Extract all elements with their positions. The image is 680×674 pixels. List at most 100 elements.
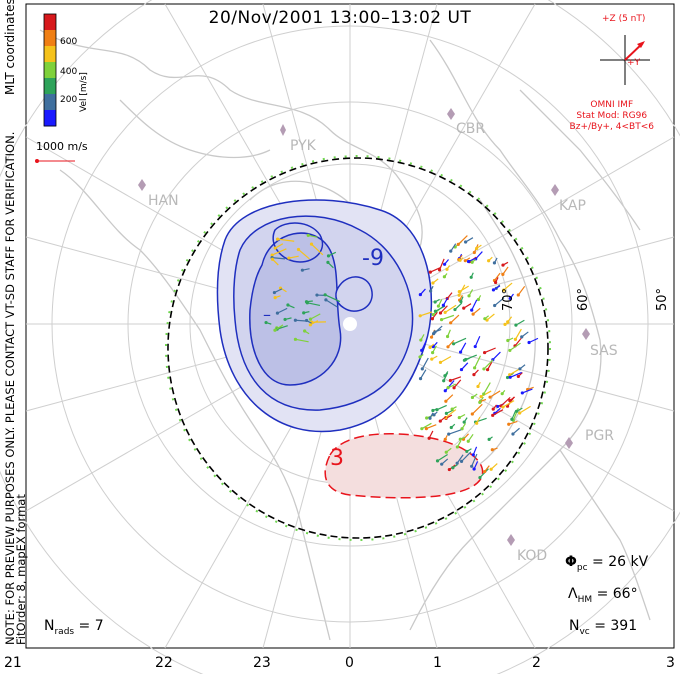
vector-origin: [503, 322, 507, 327]
velocity-vector: [460, 342, 467, 353]
vector-origin: [286, 303, 290, 307]
vector-origin: [419, 338, 423, 342]
velocity-vector: [484, 347, 496, 354]
velocity-vector: [483, 382, 491, 395]
velocity-vector: [474, 355, 482, 369]
velocity-vector: [517, 285, 526, 296]
neg-contour-5: [335, 276, 373, 312]
vector-origin: [487, 437, 491, 441]
velocity-vector: [444, 380, 455, 392]
vector-origin: [516, 293, 520, 297]
vector-origin: [445, 334, 450, 339]
vector-origin: [462, 420, 466, 424]
vector-origin: [449, 321, 453, 325]
vector-origin: [520, 391, 524, 395]
vector-origin: [483, 469, 487, 474]
vector-origin: [446, 345, 450, 349]
vector-origin: [470, 308, 474, 312]
velocity-vector: [274, 324, 284, 331]
velocity-vector: [440, 305, 448, 314]
mlt-tick-21: 21: [4, 655, 22, 671]
vector-origin: [433, 330, 437, 334]
velocity-vector: [509, 368, 521, 376]
vector-origin: [469, 275, 473, 279]
n-vc-stat: Nvc = 391: [569, 618, 637, 637]
neg-potential-label: -9: [362, 246, 384, 271]
vector-origin: [464, 240, 468, 244]
vector-origin: [459, 459, 464, 463]
vector-origin: [471, 453, 475, 457]
vector-origin: [491, 413, 495, 417]
station-markers: [138, 108, 590, 546]
vector-origin: [326, 260, 330, 264]
velocity-vector: [456, 454, 464, 464]
vector-origin: [450, 407, 454, 411]
velocity-vector: [310, 313, 321, 320]
neg-contour-3: [249, 232, 342, 386]
velocity-vector: [307, 302, 321, 306]
vector-origin: [470, 395, 475, 400]
vector-origin: [449, 249, 453, 253]
hm-boundary: [167, 157, 549, 539]
vector-origin: [447, 467, 451, 472]
velocity-vector: [492, 351, 501, 361]
vector-origin: [488, 395, 492, 399]
vector-origin: [433, 309, 438, 313]
vector-origin: [482, 367, 486, 371]
n-vc-symbol: N: [569, 618, 580, 634]
vector-origin: [275, 237, 280, 241]
vector-origin: [513, 337, 518, 342]
lambda-hm-value: = 66°: [592, 586, 638, 602]
colorbar-title: Vel [m/s]: [79, 72, 89, 112]
n-rads-stat: Nrads = 7: [44, 618, 104, 637]
vector-origin: [273, 328, 277, 332]
vector-origin: [431, 281, 435, 285]
vector-origin: [458, 437, 462, 441]
vector-origin: [462, 358, 467, 362]
vector-origin: [476, 297, 481, 302]
vector-origin: [427, 436, 431, 440]
vector-origin: [443, 310, 447, 314]
vector-origin: [302, 311, 306, 315]
vector-origin: [478, 475, 482, 480]
vector-origin: [455, 445, 460, 449]
vector-origin: [511, 432, 515, 436]
vector-origin: [475, 421, 479, 425]
vector-origin: [326, 254, 331, 258]
velocity-vector: [277, 307, 288, 314]
vector-origin: [472, 372, 476, 377]
station-kod: KOD: [517, 548, 548, 564]
vector-origin: [438, 360, 443, 364]
vector-origin: [309, 242, 314, 246]
velocity-vector: [519, 405, 531, 414]
vector-origin: [472, 250, 476, 255]
mlt-tick-0: 0: [345, 655, 354, 671]
vector-origin: [496, 404, 500, 409]
velocity-vector: [311, 243, 324, 256]
n-rads-value: = 7: [74, 618, 104, 634]
vector-origin: [273, 246, 277, 250]
lambda-hm-sub: HM: [577, 594, 593, 605]
velocity-vector: [436, 404, 447, 411]
vector-origin: [456, 242, 460, 246]
vector-origin: [491, 288, 496, 292]
station-sas: SAS: [590, 343, 618, 359]
vector-origin: [457, 415, 461, 420]
vector-origin: [483, 317, 487, 321]
vector-origin: [300, 268, 304, 272]
colorbar-segment: [44, 14, 56, 31]
vector-origin: [474, 246, 479, 251]
phi-pc-stat: Φpc = 26 kV: [565, 554, 648, 573]
vector-origin: [435, 459, 440, 463]
imf-stat-block: OMNI IMF Stat Mod: RG96 Bz+/By+, 4<BT<6: [570, 100, 654, 133]
vector-origin: [431, 408, 435, 413]
vector-origin: [507, 422, 511, 426]
velocity-vector: [489, 390, 501, 398]
mlt-tick-3: 3: [666, 655, 675, 671]
vector-origin: [273, 295, 277, 300]
vector-origin: [501, 272, 505, 276]
vector-origin: [514, 323, 518, 327]
vector-origin: [429, 335, 434, 339]
vector-origin: [444, 411, 449, 415]
vector-origin: [470, 260, 474, 264]
